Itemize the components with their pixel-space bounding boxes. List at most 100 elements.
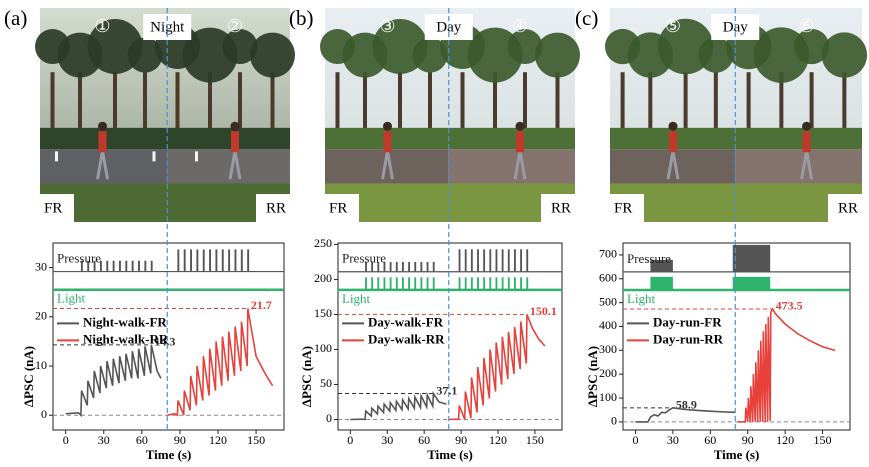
legend-label: Day-run-RR xyxy=(653,331,724,346)
x-tick-label: 90 xyxy=(174,433,186,447)
person-leg xyxy=(666,150,675,180)
path-right xyxy=(735,149,862,184)
legend-label: Day-walk-FR xyxy=(368,314,444,329)
hedge xyxy=(610,127,862,150)
tree-crown xyxy=(535,32,580,78)
pressure-pulse xyxy=(228,249,231,272)
grass xyxy=(40,183,290,222)
light-pulse xyxy=(483,277,486,290)
pressure-pulse xyxy=(371,261,374,272)
y-tick-label: 50 xyxy=(320,376,332,390)
x-tick-label: 30 xyxy=(98,433,110,447)
light-pulse xyxy=(732,276,771,290)
y-tick-label: 0 xyxy=(611,414,617,428)
lamp xyxy=(195,151,198,162)
tree-trunk xyxy=(779,72,784,141)
y-tick-label: 600 xyxy=(599,271,617,285)
pressure-pulse xyxy=(240,249,243,272)
pressure-pulse xyxy=(489,249,492,272)
person-leg xyxy=(513,150,522,180)
annotation: 21.7 xyxy=(251,298,272,312)
scene-marker: ① xyxy=(94,16,110,36)
y-tick-label: 0 xyxy=(41,407,47,421)
person-torso xyxy=(669,131,677,153)
tree-crown xyxy=(793,28,830,65)
tree-trunk xyxy=(493,72,497,141)
person-leg xyxy=(386,150,394,180)
tree-trunk xyxy=(50,72,55,141)
y-tick-label: 300 xyxy=(599,342,617,356)
light-pulse xyxy=(383,277,386,290)
tree-crown xyxy=(222,29,258,65)
person-leg xyxy=(671,150,680,180)
tree-crown xyxy=(698,37,734,73)
tag-box xyxy=(40,194,74,222)
annotation: 58.9 xyxy=(676,398,697,412)
person-leg xyxy=(805,150,814,180)
tag-left: FR xyxy=(44,200,62,216)
tag-left: FR xyxy=(614,200,632,216)
x-axis-label: Time (s) xyxy=(714,447,760,462)
x-tick-label: 150 xyxy=(814,433,832,447)
series-line xyxy=(737,307,836,423)
tree-trunk xyxy=(143,72,147,141)
series-line xyxy=(635,407,736,423)
series-line xyxy=(167,308,274,417)
light-pulse xyxy=(501,277,504,290)
pressure-pulse xyxy=(732,244,771,272)
person-leg xyxy=(96,150,104,180)
pressure-pulse xyxy=(426,261,429,272)
light-label: Light xyxy=(57,291,86,306)
panel-label: (c) xyxy=(575,6,598,30)
tree-trunk xyxy=(175,72,180,141)
pressure-pulse xyxy=(408,261,410,272)
tree-trunk xyxy=(398,72,402,141)
x-tick-label: 30 xyxy=(381,433,393,447)
person-head xyxy=(802,121,812,131)
pressure-pulse xyxy=(144,260,147,272)
x-axis-label: Time (s) xyxy=(146,447,192,462)
panel-label: (b) xyxy=(289,6,314,30)
series-line xyxy=(65,344,162,418)
y-tick-label: 500 xyxy=(599,294,617,308)
pressure-pulse xyxy=(106,260,109,272)
person-head xyxy=(383,121,392,131)
person-head xyxy=(98,121,107,131)
tree-trunk xyxy=(363,72,367,141)
x-tick-label: 0 xyxy=(632,433,638,447)
pressure-pulse xyxy=(202,249,205,272)
tree-trunk xyxy=(270,72,275,141)
pressure-pulse xyxy=(377,261,380,272)
tree-trunk xyxy=(555,72,560,141)
light-pulse xyxy=(395,277,398,290)
light-pulse xyxy=(414,277,417,290)
x-tick-label: 0 xyxy=(347,433,353,447)
photo xyxy=(35,8,295,222)
person-leg xyxy=(800,150,809,180)
y-tick-label: 0 xyxy=(326,411,332,425)
pressure-pulse xyxy=(507,249,510,272)
hedge xyxy=(325,127,575,150)
tag-right: RR xyxy=(551,200,571,216)
tree-trunk xyxy=(620,72,625,141)
plot-frame xyxy=(622,242,851,431)
tag-box xyxy=(828,194,862,222)
tree-trunk xyxy=(428,72,432,141)
tag-right: RR xyxy=(838,200,858,216)
person-leg xyxy=(101,150,109,180)
pressure-pulse xyxy=(389,261,392,272)
legend-label: Night-walk-RR xyxy=(83,331,169,346)
scene-marker: ③ xyxy=(379,16,395,36)
tree-trunk xyxy=(208,72,212,141)
legend-label: Day-run-FR xyxy=(653,314,722,329)
light-label: Light xyxy=(627,291,656,306)
light-pulse xyxy=(426,277,429,290)
y-tick-label: 250 xyxy=(314,236,332,250)
y-tick-label: 200 xyxy=(599,366,617,380)
pressure-pulse xyxy=(196,249,199,272)
tree-trunk xyxy=(523,72,527,141)
tree-trunk xyxy=(113,72,117,141)
light-pulse xyxy=(377,277,380,290)
pressure-pulse xyxy=(526,249,529,272)
